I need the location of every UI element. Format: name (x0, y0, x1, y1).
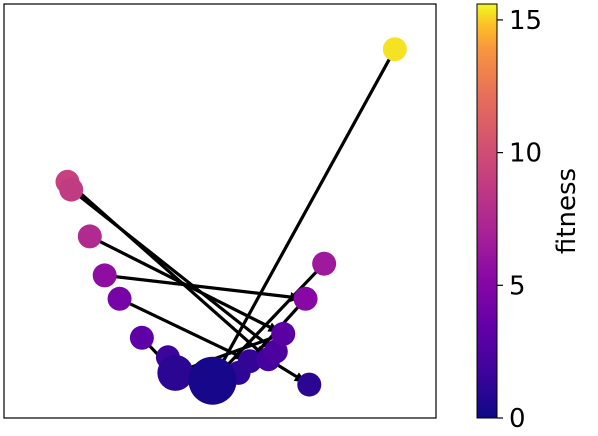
colorbar-tick-label-0: 0 (509, 404, 526, 434)
node-13 (312, 251, 337, 276)
node-8 (271, 321, 296, 346)
colorbar-ticks: 0 5 10 15 (497, 6, 542, 434)
plot-area (3, 3, 437, 419)
edge-line (222, 262, 326, 371)
node-9 (129, 325, 154, 350)
colorbar-label: fitness (552, 168, 582, 254)
edge-line (89, 234, 274, 331)
node-17 (382, 37, 407, 62)
edge-line (218, 48, 397, 368)
colorbar-tick-label-5: 5 (509, 271, 526, 301)
colorbar-tick-label-10: 10 (509, 139, 542, 169)
node-16 (59, 177, 84, 202)
axes-frame (3, 3, 437, 419)
node-3 (297, 372, 322, 397)
node-11 (92, 263, 117, 288)
nodes (55, 37, 407, 405)
node-1 (157, 354, 194, 391)
node-10 (107, 286, 132, 311)
node-14 (77, 224, 102, 249)
edge-line (104, 273, 295, 300)
colorbar-tick-label-15: 15 (509, 6, 542, 36)
edge-line (118, 297, 241, 358)
colorbar-bar (476, 3, 498, 419)
node-4 (237, 349, 262, 374)
node-0 (188, 356, 237, 405)
colorbar: 0 5 10 15 fitness (476, 3, 582, 434)
edge-line (70, 188, 269, 346)
node-12 (293, 286, 318, 311)
